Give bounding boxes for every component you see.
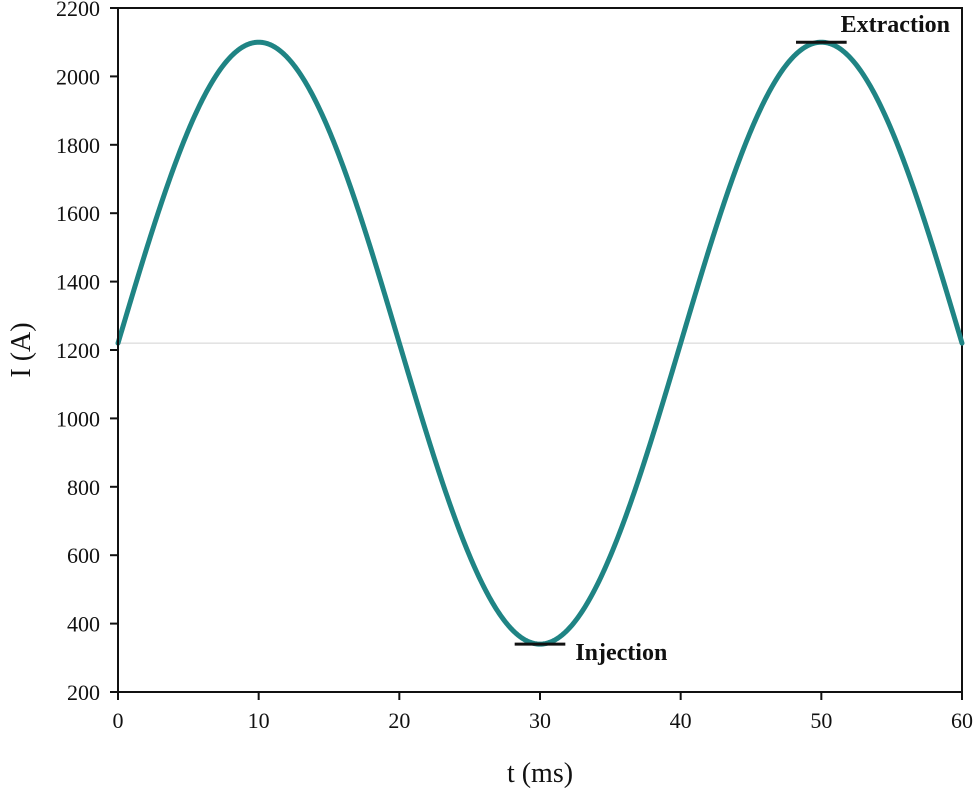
y-axis-title: I (A) xyxy=(6,322,37,377)
y-ticks xyxy=(110,7,118,693)
x-tick-label-40: 40 xyxy=(670,708,692,733)
x-ticks xyxy=(117,692,963,700)
x-tick-label-50: 50 xyxy=(810,708,832,733)
x-tick-label-20: 20 xyxy=(388,708,410,733)
x-tick-labels: 0 10 20 30 40 50 60 xyxy=(113,708,974,733)
y-tick-label-2000: 2000 xyxy=(56,64,100,89)
y-tick-label-1200: 1200 xyxy=(56,338,100,363)
extraction-label: Extraction xyxy=(841,12,950,38)
y-tick-label-600: 600 xyxy=(67,543,100,568)
y-tick-label-200: 200 xyxy=(67,680,100,705)
y-tick-label-400: 400 xyxy=(67,612,100,637)
injection-label: Injection xyxy=(575,640,667,666)
x-axis: 0 10 20 30 40 50 60 t (ms) xyxy=(113,691,974,789)
x-tick-label-30: 30 xyxy=(529,708,551,733)
y-tick-label-1000: 1000 xyxy=(56,406,100,431)
y-tick-label-1800: 1800 xyxy=(56,133,100,158)
annotations: Extraction Injection xyxy=(514,12,950,666)
x-tick-label-0: 0 xyxy=(113,708,124,733)
plot-frame xyxy=(117,7,963,693)
plot-area xyxy=(115,7,965,693)
x-axis-title: t (ms) xyxy=(507,758,573,789)
y-tick-label-1400: 1400 xyxy=(56,270,100,295)
x-tick-label-60: 60 xyxy=(951,708,973,733)
y-tick-label-1600: 1600 xyxy=(56,201,100,226)
y-axis: 200 400 600 800 1000 1200 1400 1600 1800… xyxy=(6,0,119,705)
y-tick-labels: 200 400 600 800 1000 1200 1400 1600 1800… xyxy=(56,0,100,705)
y-tick-label-2200: 2200 xyxy=(56,0,100,21)
x-tick-label-10: 10 xyxy=(248,708,270,733)
y-tick-label-800: 800 xyxy=(67,475,100,500)
